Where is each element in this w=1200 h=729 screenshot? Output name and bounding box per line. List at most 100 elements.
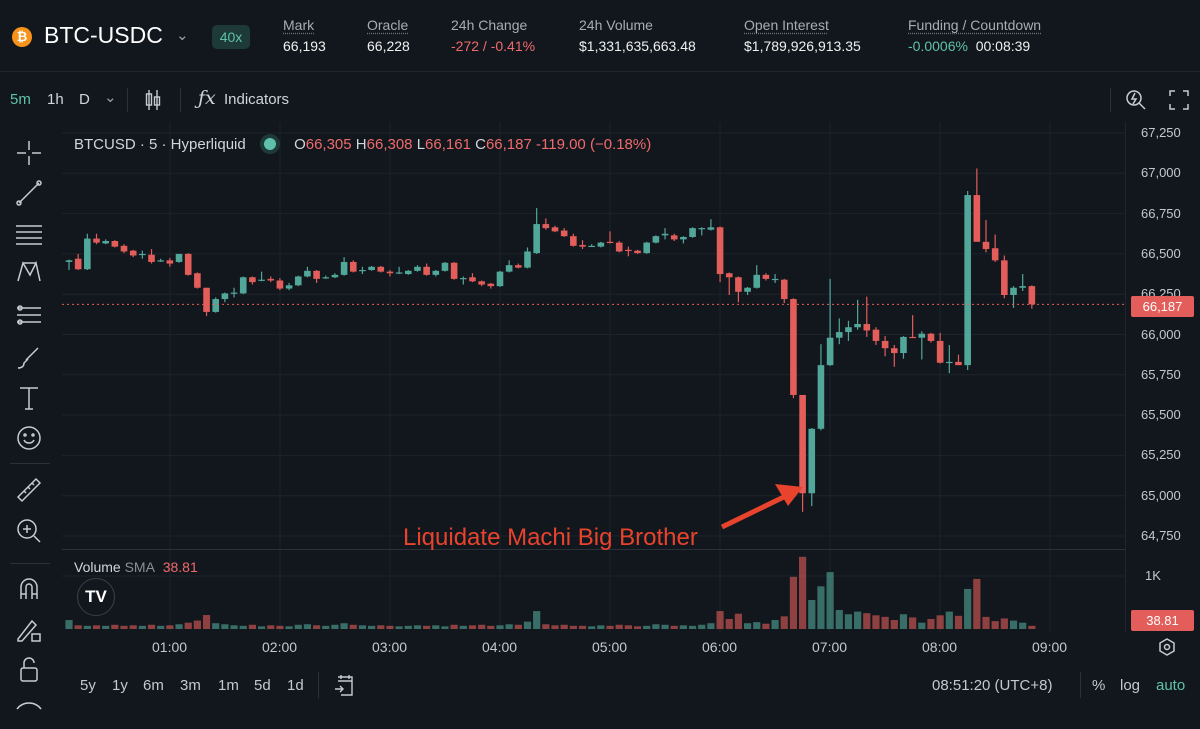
- pattern-icon[interactable]: [14, 257, 44, 287]
- volume-bar: [111, 624, 119, 629]
- percent-scale-toggle[interactable]: %: [1092, 677, 1106, 694]
- prediction-icon[interactable]: [14, 300, 44, 330]
- chart-legend: BTCUSD · 5 · Hyperliquid O66,305 H66,308…: [74, 136, 652, 153]
- price-tick-label: 65,500: [1141, 407, 1181, 423]
- auto-scale-toggle[interactable]: auto: [1156, 677, 1186, 694]
- candle: [239, 276, 247, 295]
- pair-selector[interactable]: BTC-USDC: [44, 22, 163, 48]
- candle: [65, 259, 73, 271]
- log-scale-toggle[interactable]: log: [1120, 677, 1141, 694]
- candle: [936, 332, 944, 364]
- bitcoin-icon: ₿: [12, 27, 32, 47]
- candle-body: [542, 224, 550, 229]
- time-tick-label: 01:00: [152, 639, 188, 655]
- candle-body: [964, 195, 971, 366]
- volume-bar: [936, 615, 944, 629]
- indicators-button[interactable]: Indicators: [224, 91, 290, 108]
- candle-body: [725, 273, 733, 278]
- volume-bar: [643, 625, 651, 629]
- range-3m[interactable]: 3m: [180, 677, 201, 694]
- candle-body: [175, 253, 183, 262]
- candle: [982, 220, 990, 253]
- range-1d[interactable]: 1d: [287, 677, 304, 694]
- interval-d[interactable]: D: [79, 91, 90, 108]
- candlestick-type-icon[interactable]: [144, 88, 162, 112]
- candle: [441, 261, 449, 272]
- candle: [294, 275, 302, 287]
- range-6m[interactable]: 6m: [143, 677, 164, 694]
- candle: [359, 266, 366, 275]
- leverage-badge[interactable]: 40x: [212, 25, 250, 49]
- emoji-icon[interactable]: [14, 423, 44, 453]
- candle-body: [203, 287, 210, 312]
- candle: [496, 270, 504, 287]
- ruler-icon[interactable]: [14, 475, 44, 505]
- candle-body: [349, 261, 357, 272]
- chevron-down-icon[interactable]: ⌄: [176, 27, 189, 44]
- pane-separator[interactable]: [62, 549, 1125, 550]
- volume-bar: [771, 620, 779, 629]
- lock-drawings-icon[interactable]: [14, 615, 44, 645]
- candle-body: [450, 262, 458, 279]
- volume-bar: [661, 624, 669, 629]
- range-1y[interactable]: 1y: [112, 677, 128, 694]
- candle: [1001, 255, 1008, 299]
- candle: [946, 344, 953, 374]
- candle: [625, 246, 632, 257]
- magnet-icon[interactable]: [14, 573, 44, 603]
- eye-icon[interactable]: [14, 694, 44, 724]
- interval-dropdown-chevron-icon[interactable]: ⌄: [104, 89, 117, 106]
- chart-settings-icon[interactable]: [1157, 637, 1177, 657]
- candle-body: [881, 340, 889, 349]
- candle-body: [872, 329, 880, 341]
- candle: [505, 260, 513, 273]
- range-5d[interactable]: 5d: [254, 677, 271, 694]
- zoom-in-icon[interactable]: [14, 516, 44, 546]
- candle: [872, 327, 880, 345]
- quick-search-icon[interactable]: [1124, 88, 1148, 112]
- volume-bar: [221, 624, 229, 629]
- trend-line-icon[interactable]: [14, 178, 44, 208]
- price-tick-label: 66,500: [1141, 245, 1181, 261]
- price-chart[interactable]: [0, 0, 1200, 712]
- candle-body: [835, 332, 843, 338]
- volume-bar: [734, 613, 743, 629]
- candle: [276, 278, 284, 291]
- brush-icon[interactable]: [14, 342, 44, 372]
- candle-body: [551, 227, 559, 232]
- range-1m[interactable]: 1m: [218, 677, 239, 694]
- symbol-label: BTCUSD · 5 · Hyperliquid: [74, 136, 246, 153]
- clock-timezone[interactable]: 08:51:20 (UTC+8): [932, 677, 1053, 694]
- candle-body: [120, 245, 128, 252]
- volume-bar: [175, 624, 183, 629]
- divider: [180, 88, 181, 112]
- candle-body: [249, 277, 256, 283]
- go-to-date-icon[interactable]: [333, 673, 355, 697]
- candles: [65, 168, 1036, 512]
- volume-bar: [569, 625, 577, 629]
- indicators-fx-icon[interactable]: ƒx: [198, 87, 216, 109]
- tradingview-logo[interactable]: TV: [77, 578, 115, 616]
- lock-icon[interactable]: [14, 655, 44, 685]
- fib-retracement-icon[interactable]: [14, 219, 44, 249]
- crosshair-icon[interactable]: [14, 138, 44, 168]
- candle-body: [230, 292, 238, 294]
- volume-bar: [120, 625, 128, 629]
- volume-bar: [624, 625, 632, 629]
- candle-body: [891, 348, 898, 354]
- text-icon[interactable]: [14, 383, 44, 413]
- candle: [845, 320, 852, 341]
- volume-bar: [789, 576, 798, 629]
- candle-body: [212, 299, 220, 312]
- volume-bar: [817, 586, 825, 629]
- candle: [863, 296, 871, 337]
- candle: [157, 258, 164, 262]
- candle: [918, 331, 926, 360]
- candle: [634, 249, 641, 254]
- range-5y[interactable]: 5y: [80, 677, 96, 694]
- fullscreen-icon[interactable]: [1167, 88, 1191, 112]
- interval-5m[interactable]: 5m: [10, 91, 31, 108]
- candle-body: [634, 250, 641, 254]
- candle-body: [652, 236, 660, 243]
- interval-1h[interactable]: 1h: [47, 91, 64, 108]
